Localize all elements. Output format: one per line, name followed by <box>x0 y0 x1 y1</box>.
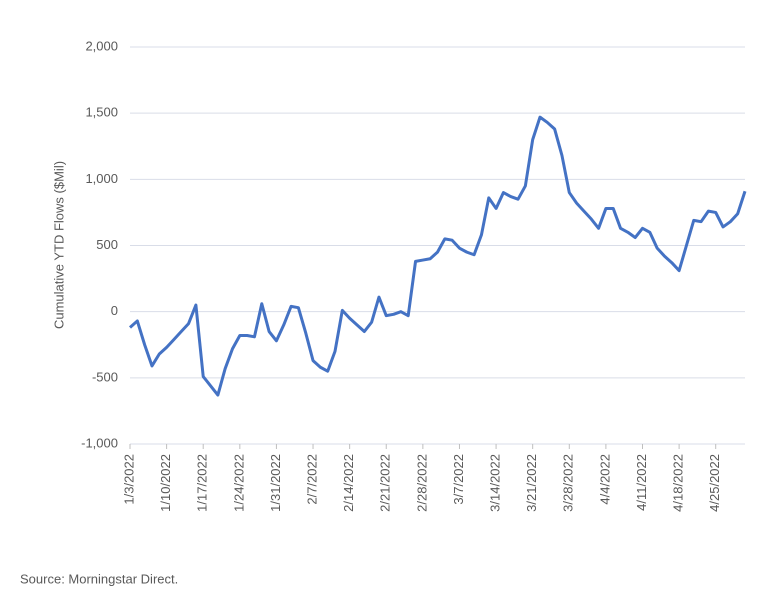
data-line <box>128 115 747 397</box>
x-tick-label: 1/31/2022 <box>268 454 283 512</box>
x-tick-label: 3/7/2022 <box>451 454 466 505</box>
y-tick-label: 1,500 <box>85 105 118 120</box>
source-note: Source: Morningstar Direct. <box>20 571 178 586</box>
x-tick-label: 2/14/2022 <box>341 454 356 512</box>
x-tick-label: 3/14/2022 <box>488 454 503 512</box>
y-tick-label: 0 <box>111 303 118 318</box>
y-tick-label: 2,000 <box>85 38 118 53</box>
y-axis-label: Cumulative YTD Flows ($Mil) <box>51 161 66 329</box>
x-tick-label: 2/21/2022 <box>378 454 393 512</box>
x-tick-label: 4/25/2022 <box>707 454 722 512</box>
x-tick-label: 2/7/2022 <box>304 454 319 505</box>
x-tick-label: 4/18/2022 <box>671 454 686 512</box>
x-tick-label: 4/11/2022 <box>634 454 649 511</box>
x-tick-label: 3/28/2022 <box>561 454 576 512</box>
x-tick-label: 1/24/2022 <box>231 454 246 512</box>
x-tick-label: 1/17/2022 <box>195 454 210 512</box>
x-tick-label: 1/3/2022 <box>121 454 136 505</box>
y-tick-label: -500 <box>92 369 118 384</box>
x-tick-label: 2/28/2022 <box>414 454 429 512</box>
y-tick-label: 500 <box>96 237 118 252</box>
x-tick-label: 3/21/2022 <box>524 454 539 512</box>
y-tick-label: -1,000 <box>81 435 118 450</box>
y-tick-label: 1,000 <box>85 171 118 186</box>
x-tick-label: 4/4/2022 <box>597 454 612 505</box>
x-tick-label: 1/10/2022 <box>158 454 173 512</box>
